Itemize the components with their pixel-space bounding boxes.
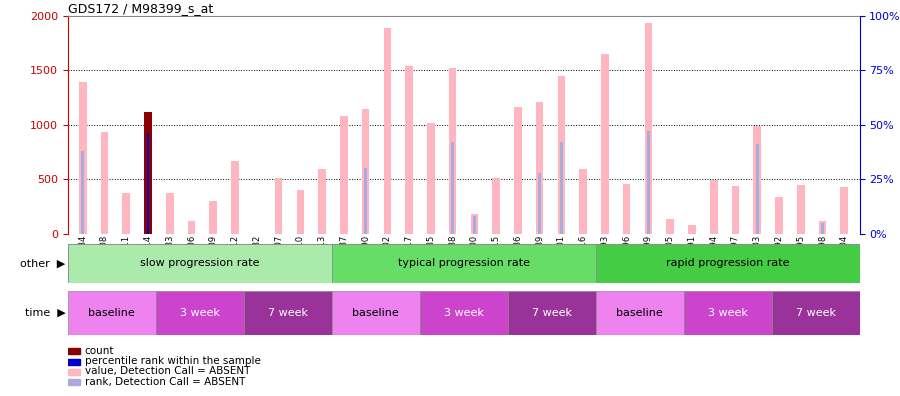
Text: rank, Detection Call = ABSENT: rank, Detection Call = ABSENT xyxy=(85,377,245,387)
Bar xyxy=(101,132,108,234)
Text: 3 week: 3 week xyxy=(707,308,747,318)
Bar xyxy=(364,168,367,234)
Bar xyxy=(122,193,130,234)
Bar xyxy=(647,131,650,234)
Bar xyxy=(596,291,683,335)
Bar xyxy=(68,369,80,375)
Bar xyxy=(274,178,283,234)
Bar xyxy=(210,201,217,234)
Bar xyxy=(68,244,331,283)
Bar xyxy=(580,169,587,234)
Bar xyxy=(156,291,244,335)
Bar xyxy=(560,142,562,234)
Text: 7 week: 7 week xyxy=(532,308,572,318)
Bar xyxy=(296,190,304,234)
Bar xyxy=(508,291,596,335)
Text: GDS172 / M98399_s_at: GDS172 / M98399_s_at xyxy=(68,2,212,15)
Bar xyxy=(319,169,326,234)
Bar xyxy=(666,219,674,234)
Text: 7 week: 7 week xyxy=(267,308,308,318)
Bar xyxy=(473,216,476,234)
Bar xyxy=(244,291,331,335)
Bar xyxy=(79,82,86,234)
Bar xyxy=(81,151,84,234)
Bar xyxy=(596,244,860,283)
Bar xyxy=(331,244,596,283)
Bar xyxy=(231,161,239,234)
Bar xyxy=(514,107,522,234)
Text: time  ▶: time ▶ xyxy=(25,308,66,318)
Bar xyxy=(841,187,848,234)
Text: value, Detection Call = ABSENT: value, Detection Call = ABSENT xyxy=(85,366,250,377)
Bar xyxy=(756,144,759,234)
Bar xyxy=(558,76,565,234)
Text: count: count xyxy=(85,346,114,356)
Bar xyxy=(166,193,174,234)
Bar xyxy=(428,123,435,234)
Bar xyxy=(383,28,392,234)
Text: slow progression rate: slow progression rate xyxy=(140,258,259,268)
Bar xyxy=(688,225,696,234)
Bar xyxy=(710,180,717,234)
Bar xyxy=(492,178,500,234)
Bar xyxy=(419,291,508,335)
Text: 3 week: 3 week xyxy=(444,308,483,318)
Text: 7 week: 7 week xyxy=(796,308,835,318)
Bar xyxy=(405,66,413,234)
Bar xyxy=(340,116,347,234)
Bar xyxy=(188,221,195,234)
Bar xyxy=(144,112,152,234)
Bar xyxy=(68,379,80,385)
Bar xyxy=(683,291,771,335)
Bar xyxy=(821,223,824,234)
Bar xyxy=(538,173,541,234)
Text: percentile rank within the sample: percentile rank within the sample xyxy=(85,356,261,366)
Text: rapid progression rate: rapid progression rate xyxy=(666,258,789,268)
Text: typical progression rate: typical progression rate xyxy=(398,258,529,268)
Bar xyxy=(451,142,454,234)
Bar xyxy=(644,23,652,234)
Bar xyxy=(68,359,80,365)
Text: 3 week: 3 week xyxy=(180,308,220,318)
Bar xyxy=(147,133,149,234)
Bar xyxy=(68,348,80,354)
Text: other  ▶: other ▶ xyxy=(21,258,66,268)
Bar xyxy=(819,221,826,234)
Bar xyxy=(775,197,783,234)
Bar xyxy=(362,109,369,234)
Bar xyxy=(771,291,859,335)
Text: baseline: baseline xyxy=(352,308,399,318)
Bar xyxy=(623,184,631,234)
Bar xyxy=(796,185,805,234)
Text: baseline: baseline xyxy=(88,308,135,318)
Bar xyxy=(536,102,544,234)
Bar xyxy=(68,291,156,335)
Bar xyxy=(449,68,456,234)
Text: baseline: baseline xyxy=(616,308,663,318)
Bar xyxy=(732,186,739,234)
Bar xyxy=(601,54,608,234)
Bar xyxy=(753,126,761,234)
Bar xyxy=(471,214,478,234)
Bar xyxy=(331,291,419,335)
